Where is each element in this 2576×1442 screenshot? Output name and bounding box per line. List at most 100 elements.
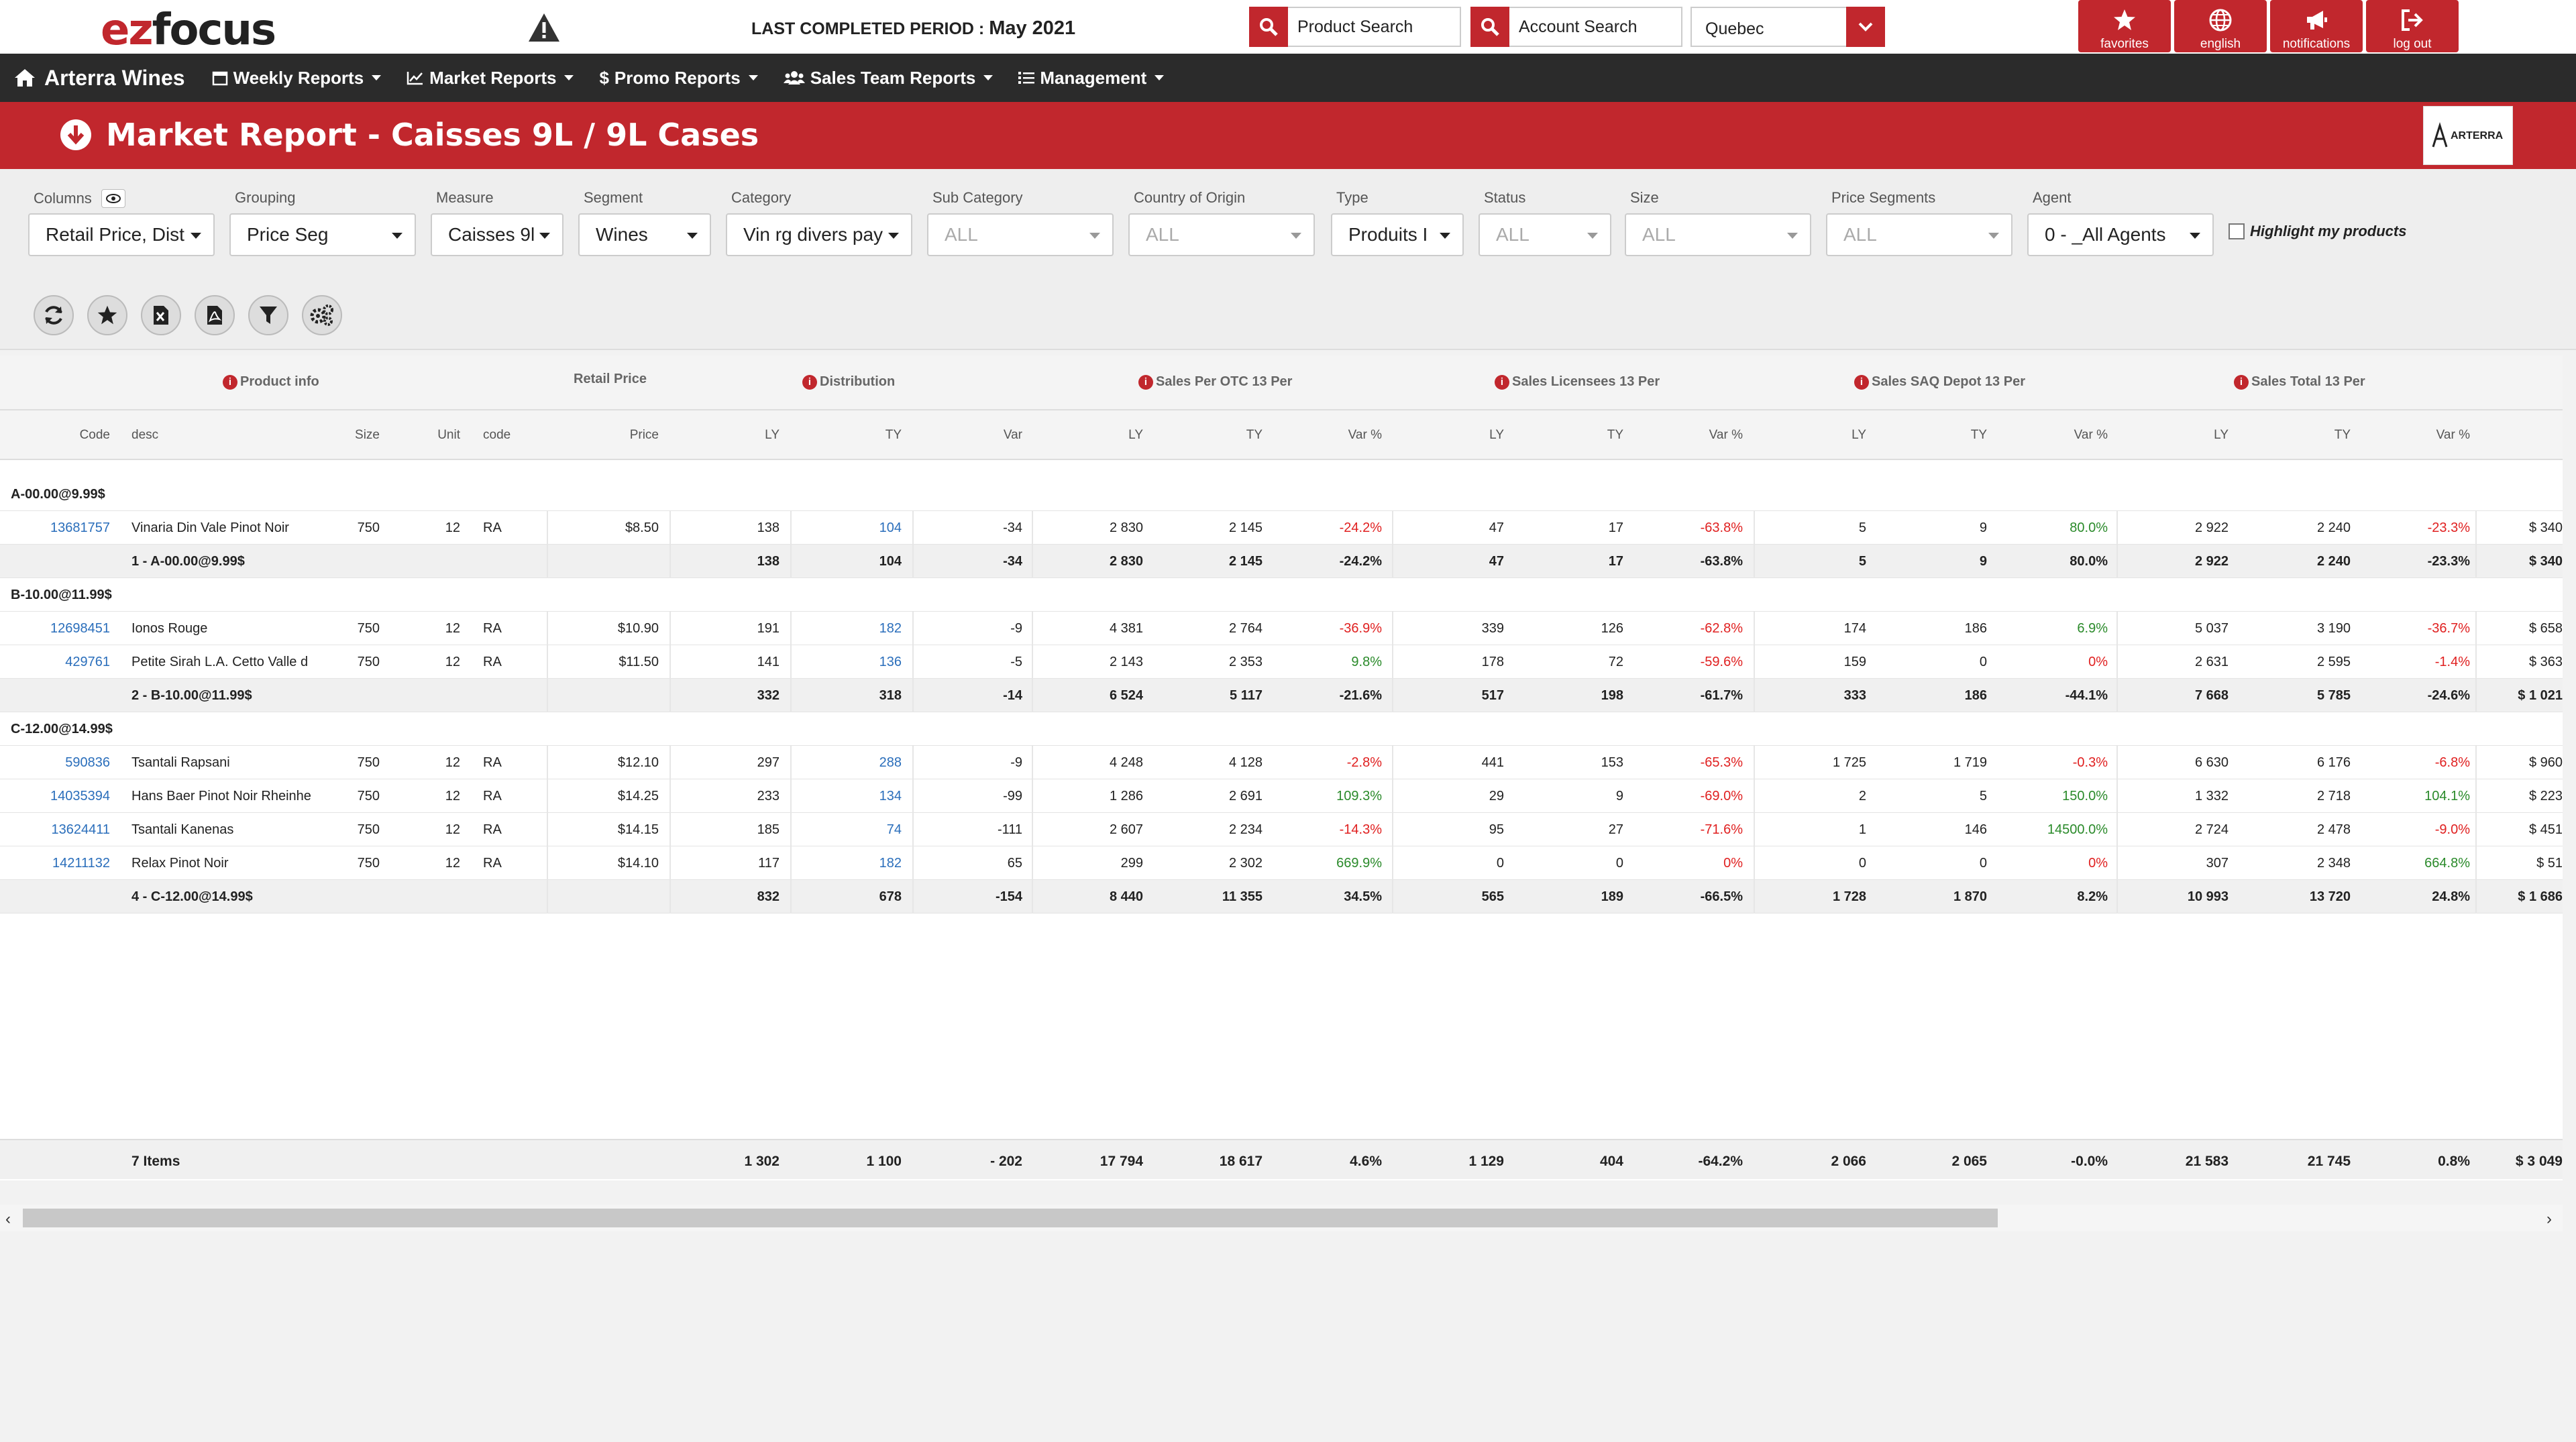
nav-brand-home[interactable]: Arterra Wines	[13, 66, 185, 91]
table-cell: 233	[757, 789, 780, 803]
distribution-ty-link[interactable]: 136	[879, 655, 902, 669]
column-divider	[1392, 645, 1393, 679]
product-desc: Relax Pinot Noir	[131, 856, 229, 871]
nav-market-reports[interactable]: Market Reports	[407, 68, 574, 89]
info-icon[interactable]: i	[223, 374, 237, 390]
country-select[interactable]: ALL	[1128, 213, 1315, 256]
column-divider	[2475, 880, 2477, 913]
product-code-link[interactable]: 13624411	[51, 822, 111, 837]
horizontal-scrollbar[interactable]: ‹ ›	[0, 1205, 2563, 1231]
distribution-ty-link[interactable]: 134	[879, 789, 902, 803]
product-code-link[interactable]: 12698451	[50, 621, 110, 636]
table-cell: 14500.0%	[2047, 822, 2108, 837]
price-segments-select[interactable]: ALL	[1826, 213, 2012, 256]
segment-select[interactable]: Wines	[578, 213, 711, 256]
export-excel-button[interactable]	[141, 295, 181, 335]
column-header[interactable]: Var %	[1709, 428, 1743, 442]
column-header[interactable]: LY	[765, 428, 780, 442]
column-header[interactable]: desc	[131, 428, 159, 442]
column-header[interactable]: LY	[2214, 428, 2229, 442]
column-header[interactable]: Var	[1003, 428, 1022, 442]
distribution-ty-link[interactable]: 104	[879, 520, 902, 535]
scrollbar-thumb[interactable]	[23, 1209, 1998, 1227]
column-header[interactable]: LY	[1851, 428, 1866, 442]
distribution-ty-link[interactable]: 182	[879, 856, 902, 871]
language-button[interactable]: english	[2174, 0, 2267, 52]
notifications-button[interactable]: notifications	[2270, 0, 2363, 52]
eye-icon[interactable]	[101, 189, 125, 208]
info-icon[interactable]: i	[2234, 374, 2249, 390]
highlight-checkbox[interactable]	[2229, 223, 2245, 239]
table-row: 14211132 Relax Pinot Noir 750 12 RA $14.10 117…	[0, 846, 2563, 880]
sub-category-select[interactable]: ALL	[927, 213, 1114, 256]
column-header[interactable]: Price	[629, 428, 659, 442]
settings-button[interactable]	[302, 295, 342, 335]
gears-icon	[310, 304, 333, 326]
agent-select[interactable]: 0 - _All Agents	[2027, 213, 2214, 256]
table-cell: 750	[357, 520, 380, 535]
column-header[interactable]: TY	[885, 428, 902, 442]
column-divider	[1392, 612, 1393, 645]
column-header[interactable]: LY	[1489, 428, 1504, 442]
column-header[interactable]: TY	[2334, 428, 2351, 442]
account-search-input[interactable]: Account Search	[1470, 7, 1682, 47]
table-cell: 2 143	[1109, 655, 1143, 669]
search-icon[interactable]	[1470, 7, 1509, 47]
chevron-down-icon[interactable]	[1846, 7, 1885, 47]
product-code-link[interactable]: 13681757	[50, 520, 110, 535]
column-header[interactable]: Code	[79, 428, 110, 442]
scroll-right-icon[interactable]: ›	[2546, 1210, 2552, 1228]
export-pdf-button[interactable]	[195, 295, 235, 335]
info-icon[interactable]: i	[1854, 374, 1869, 390]
nav-sales-team-reports[interactable]: Sales Team Reports	[783, 68, 994, 89]
nav-management[interactable]: Management	[1018, 68, 1165, 89]
product-code-link[interactable]: 14211132	[52, 856, 110, 871]
column-header[interactable]: Unit	[437, 428, 460, 442]
column-header[interactable]: Var %	[1348, 428, 1382, 442]
distribution-ty-link[interactable]: 74	[886, 822, 902, 837]
column-header[interactable]: TY	[1607, 428, 1623, 442]
column-header[interactable]: Var %	[2074, 428, 2108, 442]
column-header[interactable]: LY	[1128, 428, 1143, 442]
info-icon[interactable]: i	[802, 374, 817, 390]
column-header[interactable]: Size	[355, 428, 380, 442]
favorite-button[interactable]	[87, 295, 127, 335]
info-icon[interactable]: i	[1138, 374, 1153, 390]
column-header[interactable]: TY	[1970, 428, 1987, 442]
table-cell: -2.8%	[1346, 755, 1382, 770]
subtotal-row: 1 - A-00.00@9.99$ 138 104 -34 2 830 2 145 -24.…	[0, 545, 2563, 578]
product-code-link[interactable]: 590836	[65, 755, 110, 770]
size-select[interactable]: ALL	[1625, 213, 1811, 256]
distribution-ty-link[interactable]: 288	[879, 755, 902, 770]
total-cell: $ 3 049	[2515, 1154, 2563, 1169]
distribution-ty-link[interactable]: 182	[879, 621, 902, 636]
product-code-link[interactable]: 429761	[65, 655, 110, 669]
warning-icon[interactable]	[527, 12, 561, 43]
nav-promo-reports[interactable]: $ Promo Reports	[599, 68, 758, 89]
table-cell: 5	[1858, 520, 1866, 535]
grouping-select[interactable]: Price Seg	[229, 213, 416, 256]
columns-select[interactable]: Retail Price, Dist	[28, 213, 215, 256]
info-icon[interactable]: i	[1495, 374, 1509, 390]
nav-weekly-reports[interactable]: Weekly Reports	[212, 68, 382, 89]
ezfocus-logo[interactable]: ezfocus	[101, 5, 276, 55]
measure-select[interactable]: Caisses 9l	[431, 213, 564, 256]
status-select[interactable]: ALL	[1479, 213, 1611, 256]
group-product-info: i Product info	[223, 374, 319, 390]
column-header[interactable]: TY	[1246, 428, 1263, 442]
filter-button[interactable]	[248, 295, 288, 335]
logout-button[interactable]: log out	[2366, 0, 2459, 52]
circle-arrow-down-icon[interactable]	[59, 118, 93, 152]
category-select[interactable]: Vin rg divers pay	[726, 213, 912, 256]
scroll-left-icon[interactable]: ‹	[5, 1210, 11, 1228]
column-header[interactable]: Var %	[2436, 428, 2470, 442]
search-icon[interactable]	[1249, 7, 1288, 47]
product-search-input[interactable]: Product Search	[1249, 7, 1461, 47]
favorites-button[interactable]: favorites	[2078, 0, 2171, 52]
product-code-link[interactable]: 14035394	[50, 789, 110, 803]
type-select[interactable]: Produits I	[1331, 213, 1464, 256]
region-select[interactable]: Quebec	[1690, 7, 1885, 47]
highlight-my-products[interactable]: Highlight my products	[2229, 223, 2406, 240]
column-header[interactable]: code	[483, 428, 511, 442]
refresh-button[interactable]	[34, 295, 74, 335]
